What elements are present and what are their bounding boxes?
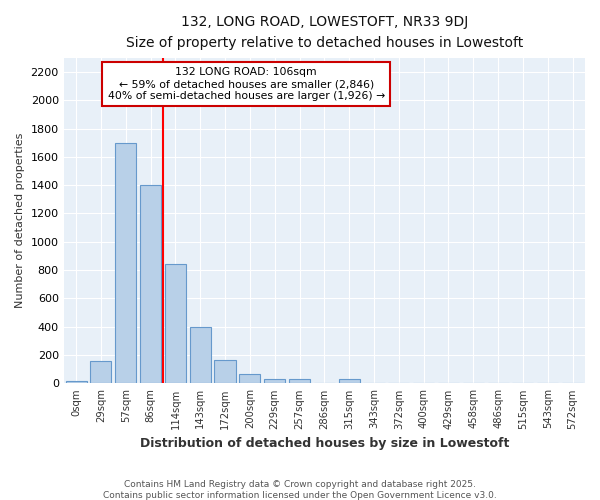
Text: 132 LONG ROAD: 106sqm
← 59% of detached houses are smaller (2,846)
40% of semi-d: 132 LONG ROAD: 106sqm ← 59% of detached … <box>107 68 385 100</box>
X-axis label: Distribution of detached houses by size in Lowestoft: Distribution of detached houses by size … <box>140 437 509 450</box>
Text: Contains HM Land Registry data © Crown copyright and database right 2025.
Contai: Contains HM Land Registry data © Crown c… <box>103 480 497 500</box>
Y-axis label: Number of detached properties: Number of detached properties <box>15 133 25 308</box>
Bar <box>91 362 112 384</box>
Bar <box>338 379 360 384</box>
Bar <box>165 264 186 384</box>
Bar <box>190 327 211 384</box>
Bar <box>289 379 310 384</box>
Bar <box>214 360 236 384</box>
Bar <box>140 185 161 384</box>
Title: 132, LONG ROAD, LOWESTOFT, NR33 9DJ
Size of property relative to detached houses: 132, LONG ROAD, LOWESTOFT, NR33 9DJ Size… <box>126 15 523 50</box>
Bar <box>115 142 136 384</box>
Bar <box>65 382 86 384</box>
Bar <box>239 374 260 384</box>
Bar <box>264 379 285 384</box>
